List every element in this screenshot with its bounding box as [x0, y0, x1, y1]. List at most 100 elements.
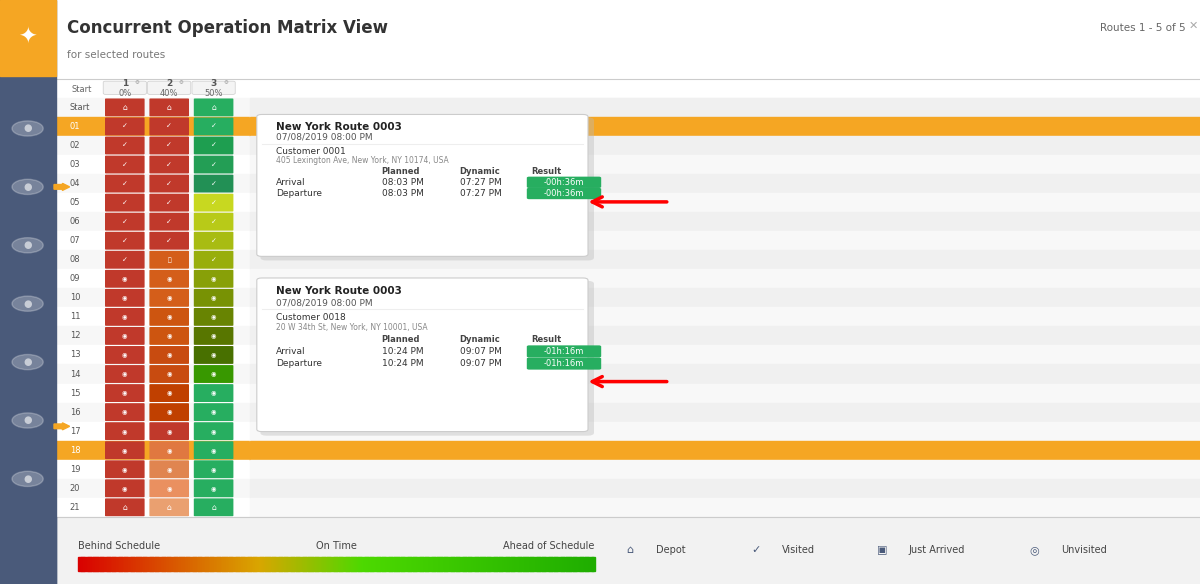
Bar: [317, 557, 319, 571]
FancyBboxPatch shape: [194, 365, 233, 383]
FancyBboxPatch shape: [527, 357, 601, 370]
Bar: [388, 557, 390, 571]
Bar: [413, 557, 415, 571]
Text: ◎: ◎: [1030, 545, 1039, 555]
Text: 12: 12: [70, 332, 80, 340]
Bar: [85, 557, 88, 571]
Text: ✓: ✓: [122, 180, 127, 186]
Bar: [280, 557, 282, 571]
Text: ✓: ✓: [122, 200, 127, 206]
Bar: [178, 557, 180, 571]
Bar: [107, 557, 109, 571]
Bar: [284, 557, 287, 571]
Bar: [250, 384, 1200, 402]
Bar: [56, 441, 1200, 460]
Text: ⚙: ⚙: [134, 80, 139, 85]
Bar: [142, 557, 144, 571]
Bar: [56, 326, 1200, 346]
Text: ⚙: ⚙: [179, 80, 184, 85]
FancyBboxPatch shape: [194, 327, 233, 345]
Text: Customer 0018: Customer 0018: [276, 313, 346, 322]
Bar: [376, 557, 378, 571]
Bar: [170, 557, 173, 571]
Text: ◉: ◉: [167, 486, 172, 491]
Bar: [534, 557, 536, 571]
Bar: [583, 557, 586, 571]
Bar: [182, 557, 185, 571]
Bar: [228, 557, 230, 571]
Bar: [355, 557, 358, 571]
Bar: [562, 557, 564, 571]
Bar: [185, 557, 187, 571]
Text: On Time: On Time: [316, 541, 356, 551]
Bar: [416, 557, 419, 571]
Bar: [94, 557, 96, 571]
Bar: [233, 557, 235, 571]
Bar: [288, 557, 290, 571]
Bar: [174, 557, 176, 571]
Bar: [403, 557, 406, 571]
FancyBboxPatch shape: [194, 194, 233, 211]
Bar: [257, 557, 259, 571]
Bar: [86, 557, 89, 571]
Bar: [260, 557, 263, 571]
Bar: [250, 498, 1200, 517]
Bar: [56, 307, 1200, 326]
Bar: [348, 557, 350, 571]
Bar: [143, 557, 145, 571]
FancyBboxPatch shape: [150, 479, 190, 497]
Bar: [262, 557, 264, 571]
Text: ✓: ✓: [751, 545, 761, 555]
Bar: [156, 557, 157, 571]
Bar: [511, 557, 514, 571]
Bar: [487, 557, 490, 571]
FancyBboxPatch shape: [106, 270, 145, 288]
Bar: [353, 557, 355, 571]
Text: 20: 20: [70, 484, 80, 493]
Bar: [198, 557, 200, 571]
Text: Depot: Depot: [656, 545, 686, 555]
Text: ◉: ◉: [122, 391, 127, 395]
Text: ✓: ✓: [167, 142, 172, 148]
Circle shape: [12, 471, 43, 486]
Text: Start: Start: [72, 85, 92, 94]
Bar: [250, 136, 1200, 155]
Bar: [499, 557, 502, 571]
Text: ◉: ◉: [211, 276, 216, 281]
Bar: [518, 557, 521, 571]
Text: ◉: ◉: [211, 467, 216, 472]
Bar: [0, 0, 56, 584]
Bar: [581, 557, 582, 571]
Bar: [134, 557, 137, 571]
Bar: [240, 557, 242, 571]
Bar: [574, 557, 576, 571]
Bar: [520, 557, 522, 571]
Bar: [523, 557, 526, 571]
Text: ✓: ✓: [122, 162, 127, 168]
Text: Departure: Departure: [276, 189, 322, 198]
Bar: [133, 557, 136, 571]
Text: ◉: ◉: [122, 429, 127, 434]
Text: New York Route 0003: New York Route 0003: [276, 122, 402, 132]
Text: Customer 0001: Customer 0001: [276, 147, 346, 155]
Bar: [320, 557, 323, 571]
Bar: [556, 557, 558, 571]
Bar: [250, 98, 1200, 117]
FancyBboxPatch shape: [106, 117, 145, 135]
Bar: [551, 557, 553, 571]
Bar: [480, 557, 482, 571]
Bar: [250, 307, 1200, 326]
Text: ⌂: ⌂: [122, 103, 127, 112]
Bar: [168, 557, 169, 571]
Bar: [126, 557, 128, 571]
Text: ⌂: ⌂: [211, 503, 216, 512]
Text: 07:27 PM: 07:27 PM: [460, 178, 502, 187]
FancyBboxPatch shape: [194, 117, 233, 135]
Bar: [245, 557, 247, 571]
Bar: [276, 557, 278, 571]
Text: ◉: ◉: [167, 409, 172, 415]
Text: ◉: ◉: [211, 371, 216, 377]
Bar: [380, 557, 383, 571]
Bar: [250, 231, 1200, 250]
Text: Result: Result: [532, 335, 562, 345]
